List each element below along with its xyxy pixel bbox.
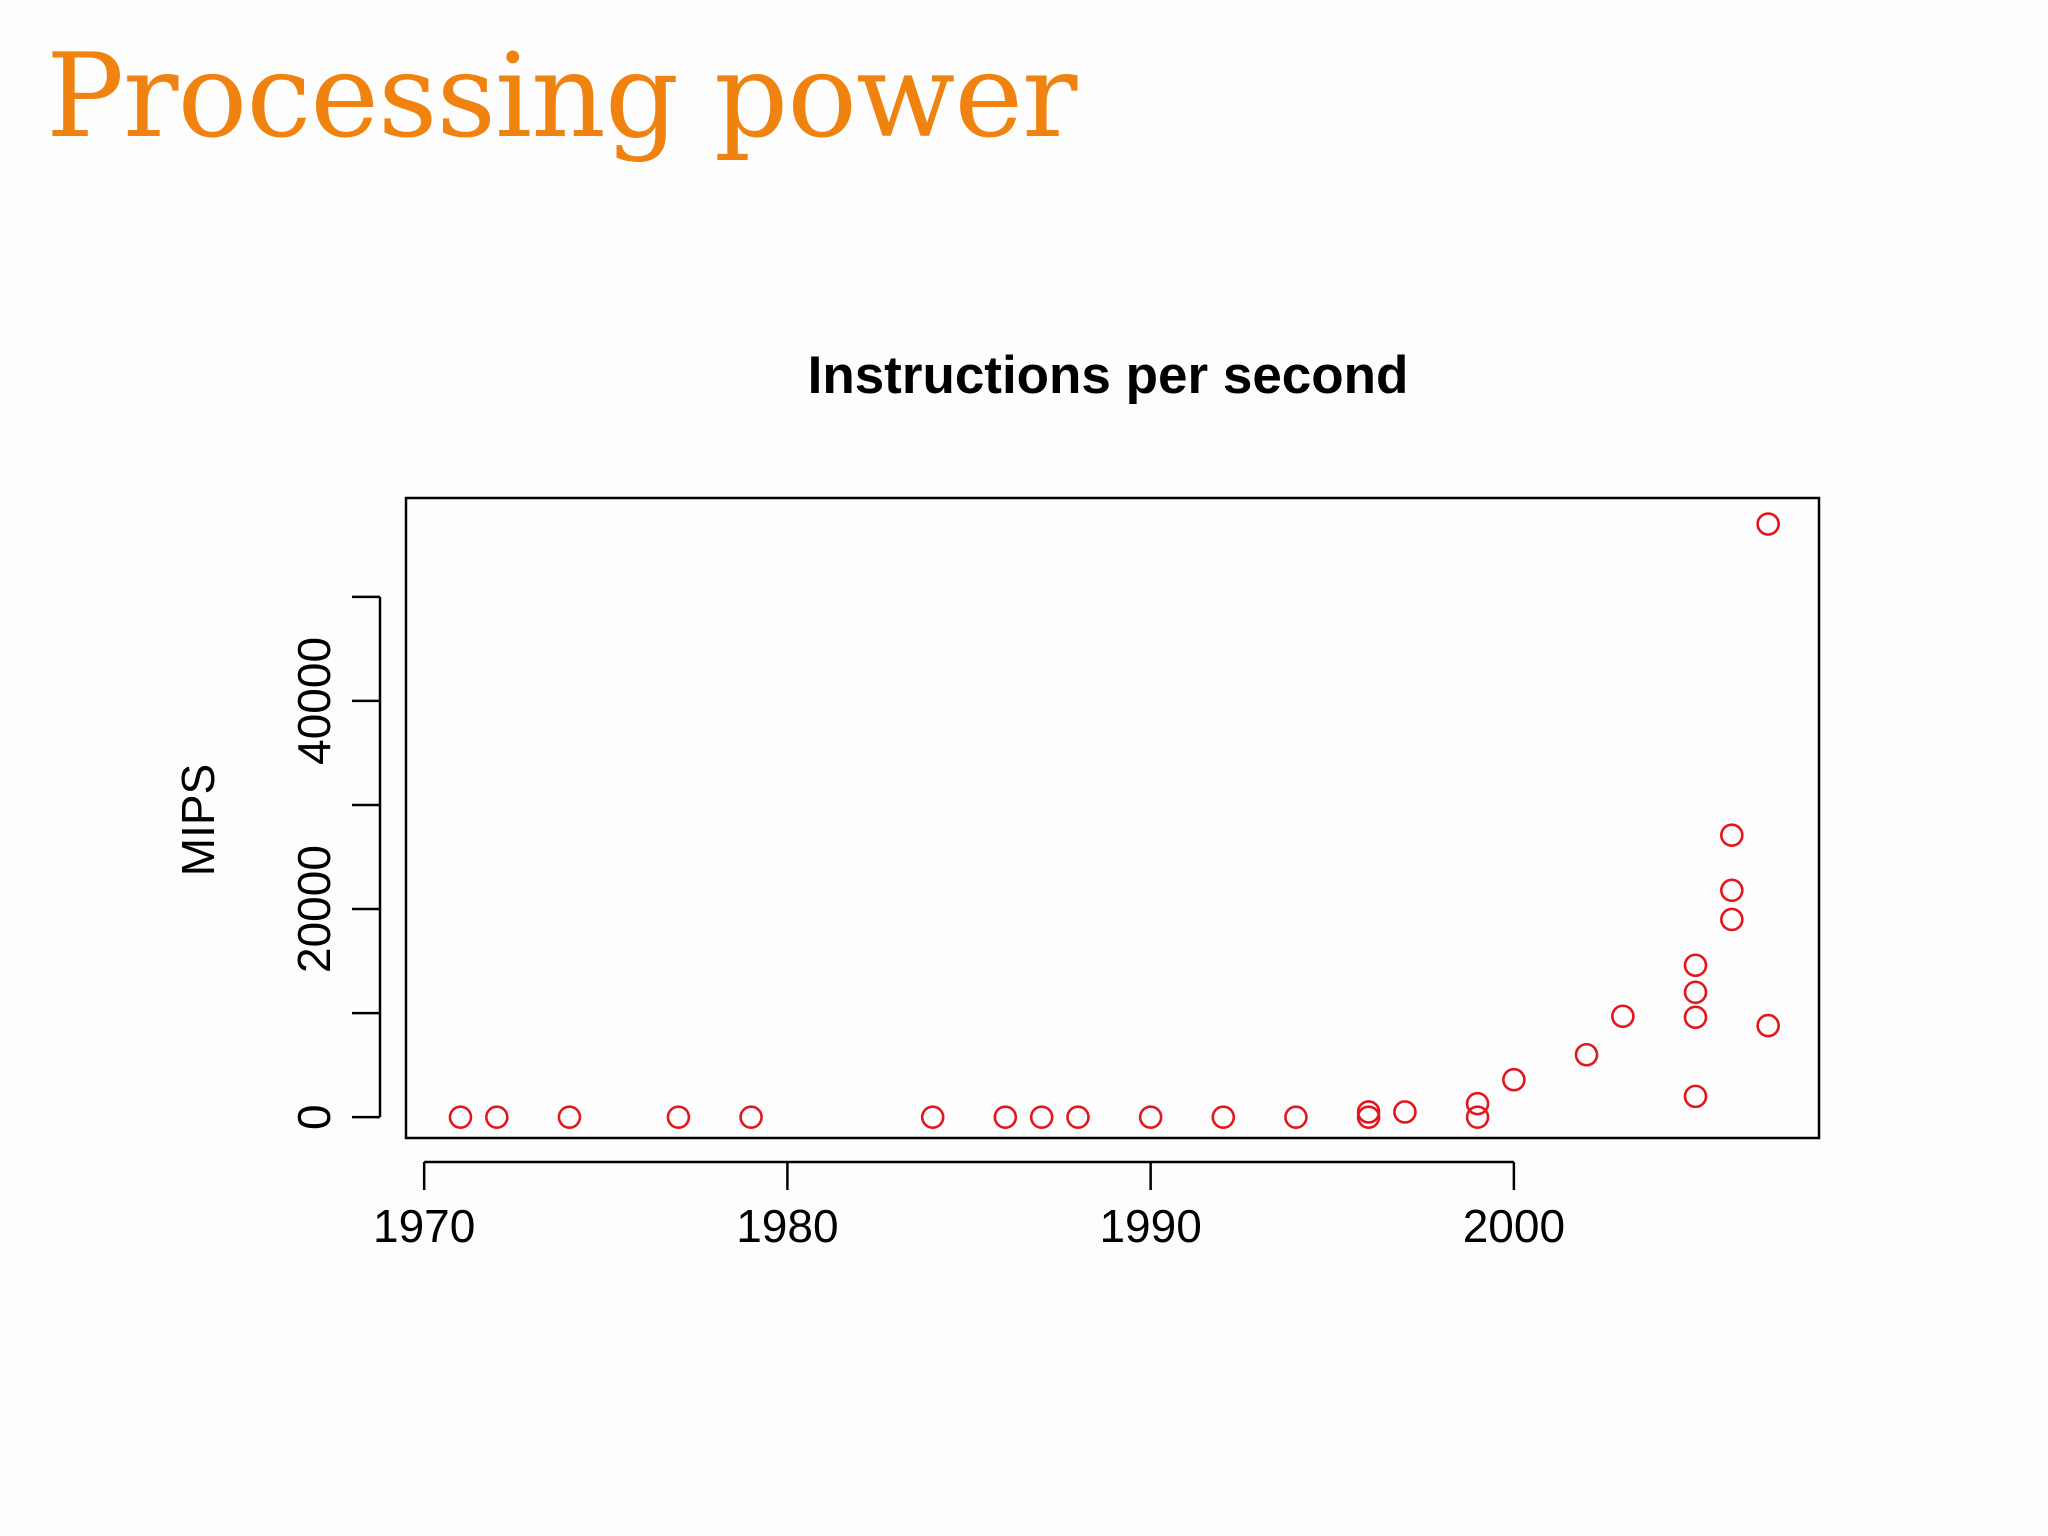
x-tick-label: 1990 (1099, 1200, 1201, 1252)
data-point (1611, 1004, 1635, 1029)
plot-frame (404, 496, 1821, 1140)
data-point (1465, 1105, 1490, 1129)
data-point (1138, 1105, 1163, 1129)
data-point (1683, 980, 1708, 1005)
data-point (1574, 1042, 1599, 1067)
data-point (1683, 953, 1708, 978)
data-point (485, 1105, 509, 1129)
y-tick-label: 20000 (288, 845, 340, 973)
chart-title: Instructions per second (808, 346, 1409, 405)
slide-title: Processing power (46, 29, 1077, 164)
data-point (1211, 1105, 1236, 1129)
y-tick-label: 0 (288, 1104, 340, 1130)
data-point (1756, 1013, 1780, 1038)
data-point (1683, 1005, 1708, 1030)
y-axis-label: MIPS (172, 764, 224, 876)
data-point (1066, 1105, 1090, 1129)
data-point (1465, 1091, 1490, 1116)
data-point (666, 1105, 691, 1129)
data-point (1720, 823, 1744, 847)
x-tick-label: 2000 (1463, 1200, 1565, 1252)
data-point (993, 1105, 1018, 1129)
y-axis: 0 20000 40000 (288, 595, 382, 1130)
data-point (1720, 878, 1744, 903)
data-point (1720, 907, 1744, 932)
data-point (557, 1105, 582, 1129)
data-point (1356, 1105, 1381, 1129)
x-axis: 1970 1980 1990 2000 (373, 1160, 1565, 1252)
data-point (448, 1105, 473, 1129)
data-point (1284, 1105, 1308, 1129)
x-tick-label: 1980 (736, 1200, 838, 1252)
data-point (1683, 1084, 1708, 1109)
data-point (1356, 1100, 1381, 1124)
x-tick-label: 1970 (373, 1200, 475, 1252)
data-point (1393, 1100, 1417, 1124)
data-points (448, 512, 1780, 1129)
data-point (739, 1105, 763, 1129)
data-point (920, 1105, 945, 1129)
data-point (1029, 1105, 1054, 1129)
y-tick-label: 40000 (288, 637, 340, 765)
data-point (1502, 1067, 1526, 1092)
data-point (1756, 512, 1780, 536)
